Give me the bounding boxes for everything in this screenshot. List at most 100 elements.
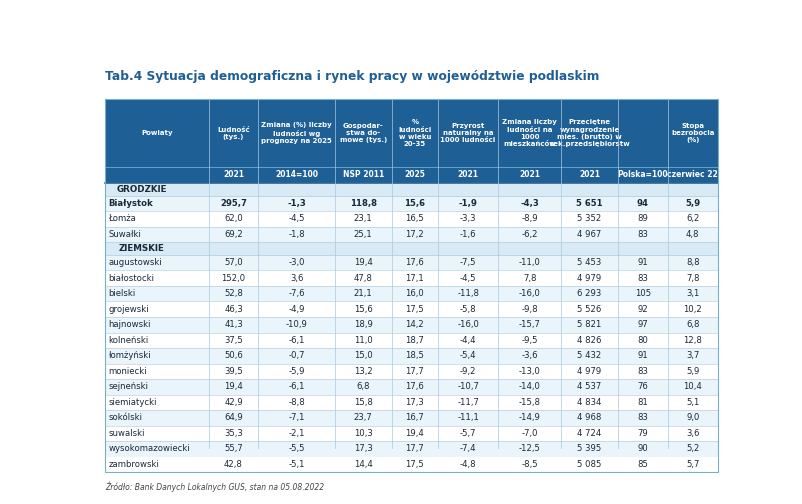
Bar: [105, 426, 717, 441]
Text: suwalski: suwalski: [108, 429, 145, 438]
Text: 5,2: 5,2: [685, 445, 699, 454]
Text: 35,3: 35,3: [224, 429, 242, 438]
Text: siemiatycki: siemiatycki: [108, 398, 156, 407]
Text: -14,0: -14,0: [518, 383, 540, 391]
Text: 2021: 2021: [578, 170, 599, 179]
Bar: [105, 441, 717, 457]
Text: Polska=100: Polska=100: [617, 170, 667, 179]
Text: 4 968: 4 968: [577, 413, 601, 422]
Text: -11,0: -11,0: [518, 258, 540, 267]
Text: Łomża: Łomża: [108, 214, 136, 223]
Text: 18,9: 18,9: [354, 320, 372, 329]
Text: -8,5: -8,5: [520, 460, 537, 469]
Text: -4,9: -4,9: [288, 305, 305, 313]
Text: 80: 80: [637, 336, 647, 345]
Text: augustowski: augustowski: [108, 258, 162, 267]
Bar: [105, 363, 717, 379]
Text: 9,0: 9,0: [685, 413, 699, 422]
Text: 5 821: 5 821: [577, 320, 601, 329]
Text: 5,1: 5,1: [685, 398, 699, 407]
Text: -7,6: -7,6: [288, 289, 305, 298]
Text: 8,8: 8,8: [685, 258, 699, 267]
Text: 91: 91: [637, 351, 647, 360]
Text: ZIEMSKIE: ZIEMSKIE: [119, 244, 164, 253]
Text: 10,3: 10,3: [354, 429, 372, 438]
Text: zambrowski: zambrowski: [108, 460, 159, 469]
Text: -3,6: -3,6: [520, 351, 537, 360]
Text: 46,3: 46,3: [224, 305, 242, 313]
Text: 6 293: 6 293: [577, 289, 601, 298]
Text: 16,7: 16,7: [405, 413, 423, 422]
Bar: [105, 317, 717, 333]
Text: -10,7: -10,7: [456, 383, 479, 391]
Text: 16,0: 16,0: [405, 289, 423, 298]
Text: -9,5: -9,5: [520, 336, 537, 345]
Text: 11,0: 11,0: [354, 336, 372, 345]
Text: -5,5: -5,5: [288, 445, 305, 454]
Text: -12,5: -12,5: [518, 445, 540, 454]
Text: 92: 92: [637, 305, 647, 313]
Text: -5,4: -5,4: [460, 351, 476, 360]
Text: 10,2: 10,2: [683, 305, 701, 313]
Text: -7,1: -7,1: [288, 413, 305, 422]
Text: -6,1: -6,1: [288, 383, 305, 391]
Text: 37,5: 37,5: [224, 336, 242, 345]
Text: bielski: bielski: [108, 289, 136, 298]
Bar: [105, 99, 717, 167]
Text: 42,9: 42,9: [224, 398, 242, 407]
Text: 5 352: 5 352: [577, 214, 601, 223]
Text: 295,7: 295,7: [220, 199, 246, 208]
Text: kolneński: kolneński: [108, 336, 148, 345]
Text: -8,9: -8,9: [520, 214, 537, 223]
Text: -7,5: -7,5: [460, 258, 476, 267]
Text: 5 526: 5 526: [577, 305, 601, 313]
Text: 21,1: 21,1: [354, 289, 372, 298]
Text: 52,8: 52,8: [224, 289, 243, 298]
Text: 4 979: 4 979: [577, 367, 601, 376]
Text: 2014=100: 2014=100: [275, 170, 318, 179]
Text: -11,7: -11,7: [456, 398, 479, 407]
Text: Gospodar-
stwa do-
mowe (tys.): Gospodar- stwa do- mowe (tys.): [339, 123, 387, 144]
Text: 25,1: 25,1: [354, 230, 372, 239]
Text: 17,6: 17,6: [405, 258, 423, 267]
Text: 6,2: 6,2: [685, 214, 699, 223]
Text: -4,3: -4,3: [520, 199, 538, 208]
Text: 57,0: 57,0: [224, 258, 242, 267]
Text: Tab.4 Sytuacja demograficzna i rynek pracy w województwie podlaskim: Tab.4 Sytuacja demograficzna i rynek pra…: [105, 70, 599, 83]
Text: 3,1: 3,1: [685, 289, 699, 298]
Text: 62,0: 62,0: [224, 214, 242, 223]
Text: Białystok: Białystok: [108, 199, 153, 208]
Text: 12,8: 12,8: [683, 336, 701, 345]
Text: 13,2: 13,2: [354, 367, 372, 376]
Text: 4 826: 4 826: [577, 336, 601, 345]
Text: 15,8: 15,8: [354, 398, 372, 407]
Text: 50,6: 50,6: [224, 351, 242, 360]
Text: 4,8: 4,8: [685, 230, 699, 239]
Text: Ludność
(tys.): Ludność (tys.): [217, 127, 249, 140]
Text: 5,9: 5,9: [684, 199, 699, 208]
Text: 5 651: 5 651: [576, 199, 602, 208]
Text: 2021: 2021: [223, 170, 244, 179]
Text: 97: 97: [637, 320, 647, 329]
Text: 5,9: 5,9: [685, 367, 699, 376]
Text: -3,0: -3,0: [288, 258, 305, 267]
Text: 4 967: 4 967: [577, 230, 601, 239]
Text: 14,4: 14,4: [354, 460, 372, 469]
Text: Zmiana liczby
ludności na
1000
mieszkańców: Zmiana liczby ludności na 1000 mieszkańc…: [501, 119, 557, 147]
Text: -9,2: -9,2: [460, 367, 476, 376]
Text: moniecki: moniecki: [108, 367, 147, 376]
Text: łomżyński: łomżyński: [108, 351, 151, 360]
Text: 19,4: 19,4: [405, 429, 423, 438]
Text: Stopa
bezrobocia
(%): Stopa bezrobocia (%): [670, 123, 714, 144]
Text: -1,6: -1,6: [460, 230, 476, 239]
Text: 2021: 2021: [457, 170, 478, 179]
Text: 15,0: 15,0: [354, 351, 372, 360]
Text: -3,3: -3,3: [460, 214, 476, 223]
Bar: [105, 379, 717, 395]
Text: -1,3: -1,3: [287, 199, 306, 208]
Text: 17,2: 17,2: [405, 230, 423, 239]
Text: -4,4: -4,4: [460, 336, 476, 345]
Text: 7,8: 7,8: [522, 274, 536, 283]
Text: 4 834: 4 834: [577, 398, 601, 407]
Text: -5,9: -5,9: [288, 367, 305, 376]
